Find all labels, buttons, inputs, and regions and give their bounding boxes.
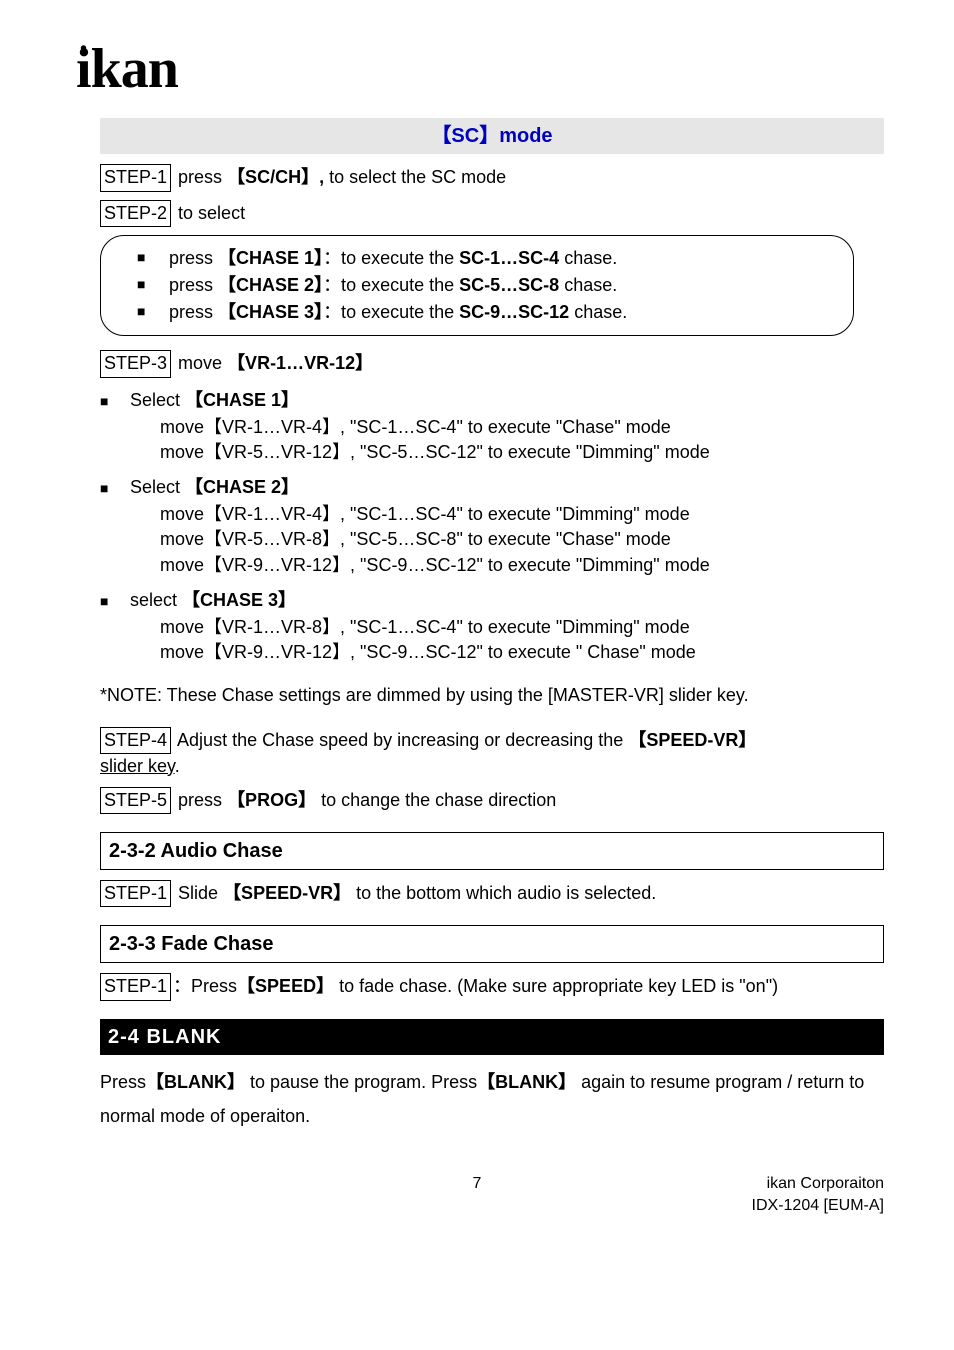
chase-block-3: select 【CHASE 3】 move【VR-1…VR-8】, "SC-1…… <box>130 588 884 666</box>
chase-row: move【VR-5…VR-12】, "SC-5…SC-12" to execut… <box>160 440 884 465</box>
fade-step-label: STEP-1 <box>100 973 171 1000</box>
step-5: STEP-5 press 【PROG】 to change the chase … <box>100 787 884 814</box>
mode-title: 【SC】mode <box>100 118 884 154</box>
step-5-label: STEP-5 <box>100 787 171 814</box>
audio-step: STEP-1 Slide 【SPEED-VR】 to the bottom wh… <box>100 880 884 907</box>
footer-model: IDX-1204 [EUM-A] <box>752 1195 884 1217</box>
section-2-3-2: 2-3-2 Audio Chase <box>100 832 884 870</box>
step-4: STEP-4 Adjust the Chase speed by increas… <box>100 727 884 779</box>
step-1: STEP-1 press 【SC/CH】, to select the SC m… <box>100 164 884 191</box>
step-1-label: STEP-1 <box>100 164 171 191</box>
chase-row: move【VR-1…VR-4】, "SC-1…SC-4" to execute … <box>160 502 884 527</box>
chase-block-2: Select 【CHASE 2】 move【VR-1…VR-4】, "SC-1…… <box>130 475 884 578</box>
chase-row: move【VR-1…VR-4】, "SC-1…SC-4" to execute … <box>160 415 884 440</box>
section-2-3-3: 2-3-3 Fade Chase <box>100 925 884 963</box>
chase-row: move【VR-5…VR-8】, "SC-5…SC-8" to execute … <box>160 527 884 552</box>
note: *NOTE: These Chase settings are dimmed b… <box>100 683 884 708</box>
fade-step: STEP-1：Press【SPEED】 to fade chase. (Make… <box>100 973 884 1000</box>
chase-box: press 【CHASE 1】：to execute the SC-1…SC-4… <box>100 235 854 337</box>
chase-box-item: press 【CHASE 3】：to execute the SC-9…SC-1… <box>121 300 833 325</box>
step-3: STEP-3 move 【VR-1…VR-12】 <box>100 350 884 377</box>
step-2-label: STEP-2 <box>100 200 171 227</box>
section-2-4: 2-4 BLANK <box>100 1019 884 1055</box>
footer-company: ikan Corporaiton <box>752 1173 884 1195</box>
chase-block-1: Select 【CHASE 1】 move【VR-1…VR-4】, "SC-1…… <box>130 388 884 466</box>
logo-text: ikan <box>76 38 178 100</box>
footer: 7 ikan Corporaiton IDX-1204 [EUM-A] <box>70 1173 884 1233</box>
step-4-label: STEP-4 <box>100 727 171 754</box>
audio-step-label: STEP-1 <box>100 880 171 907</box>
chase-row: move【VR-9…VR-12】, "SC-9…SC-12" to execut… <box>160 553 884 578</box>
chase-row: move【VR-1…VR-8】, "SC-1…SC-4" to execute … <box>160 615 884 640</box>
step-2: STEP-2 to select <box>100 200 884 227</box>
step-3-label: STEP-3 <box>100 350 171 377</box>
logo: •ikan <box>70 30 884 108</box>
chase-box-item: press 【CHASE 2】：to execute the SC-5…SC-8… <box>121 273 833 298</box>
chase-row: move【VR-9…VR-12】, "SC-9…SC-12" to execut… <box>160 640 884 665</box>
blank-text: Press【BLANK】 to pause the program. Press… <box>100 1065 884 1133</box>
chase-box-item: press 【CHASE 1】：to execute the SC-1…SC-4… <box>121 246 833 271</box>
